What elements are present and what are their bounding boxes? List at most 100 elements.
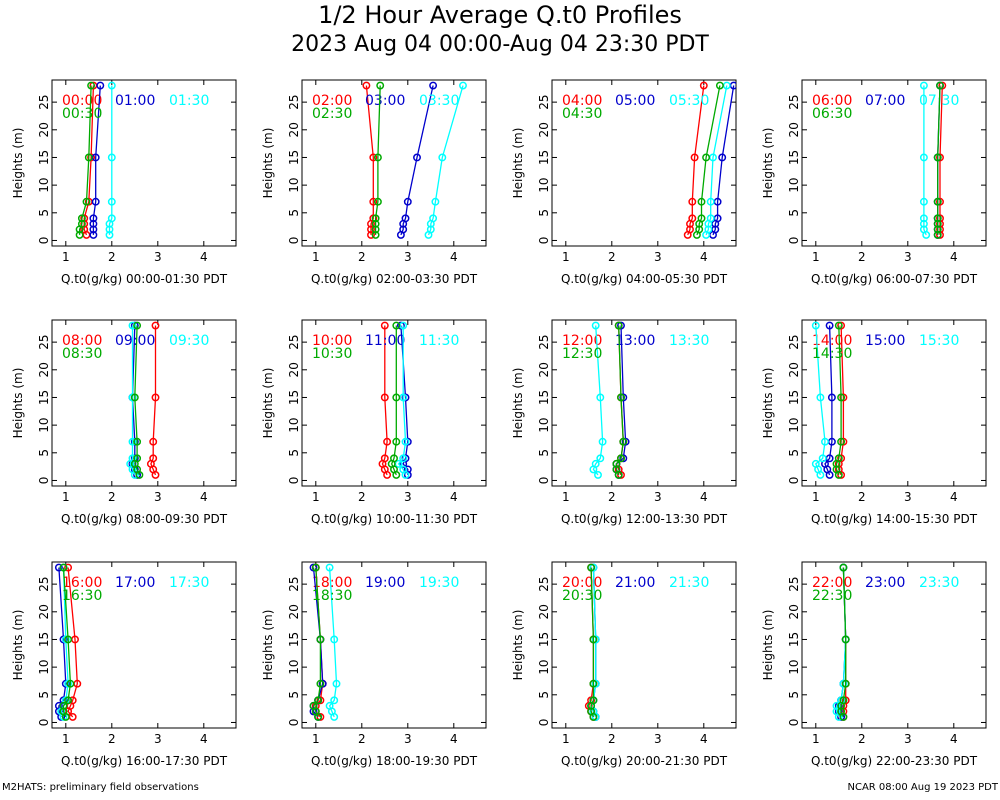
- x-tick-label: 1: [812, 250, 820, 264]
- data-point: [933, 197, 942, 206]
- data-point: [107, 153, 116, 162]
- data-point: [589, 465, 598, 474]
- y-tick-label: 25: [787, 576, 801, 591]
- data-point: [587, 563, 596, 572]
- profile-panel: 1 2 3 4 0 5 10 15 20 25 Q.t0(g/kg) 10:00-11:30 PDT…: [261, 319, 487, 526]
- x-tick-label: 2: [858, 250, 866, 264]
- legend-entry: 11:30: [419, 333, 459, 349]
- y-tick-label: 20: [787, 604, 801, 619]
- data-point: [107, 197, 116, 206]
- series-line: [705, 85, 728, 236]
- series-line: [83, 85, 95, 236]
- y-tick-label: 25: [787, 334, 801, 349]
- data-point: [832, 701, 841, 710]
- data-point: [431, 197, 440, 206]
- plot-frame: [801, 79, 987, 247]
- legend-entry: 04:30: [562, 106, 602, 122]
- profile-panel: 1 2 3 4 0 5 10 15 20 25 Q.t0(g/kg) 02:00-03:30 PDT…: [261, 79, 487, 286]
- x-tick-label: 2: [858, 490, 866, 504]
- series-line: [840, 567, 847, 718]
- legend-entry: 06:30: [812, 106, 852, 122]
- series-line: [129, 325, 136, 476]
- data-point: [376, 81, 385, 90]
- legend-entry: 06:00: [812, 93, 852, 109]
- data-point: [89, 214, 98, 223]
- x-axis-label: Q.t0(g/kg) 02:00-03:30 PDT: [311, 272, 478, 286]
- y-tick-label: 20: [37, 604, 51, 619]
- data-point: [325, 563, 334, 572]
- data-point: [715, 81, 724, 90]
- y-tick-label: 5: [37, 209, 51, 217]
- x-tick-label: 4: [700, 490, 708, 504]
- x-tick-label: 2: [608, 490, 616, 504]
- y-tick-label: 15: [787, 632, 801, 647]
- data-point: [64, 696, 73, 705]
- legend-entry: 12:00: [562, 333, 602, 349]
- y-tick-label: 15: [537, 150, 551, 165]
- y-tick-label: 15: [787, 150, 801, 165]
- series-line: [939, 85, 943, 235]
- x-axis-label: Q.t0(g/kg) 22:00-23:30 PDT: [811, 754, 978, 768]
- y-tick-label: 5: [287, 691, 301, 699]
- data-point: [399, 219, 408, 228]
- y-tick-label: 25: [37, 334, 51, 349]
- y-tick-label: 20: [787, 122, 801, 137]
- legend-entry: 19:00: [365, 575, 405, 591]
- legend-entry: 23:00: [865, 575, 905, 591]
- y-tick-label: 20: [287, 604, 301, 619]
- data-point: [683, 230, 692, 239]
- series-line: [60, 567, 69, 718]
- y-tick-label: 15: [37, 150, 51, 165]
- x-tick-label: 2: [108, 490, 116, 504]
- data-point: [919, 219, 928, 228]
- y-tick-label: 25: [287, 94, 301, 109]
- x-tick-label: 2: [858, 732, 866, 746]
- series-line: [62, 567, 72, 718]
- y-tick-label: 5: [287, 209, 301, 217]
- data-point: [702, 230, 711, 239]
- x-tick-label: 4: [200, 732, 208, 746]
- y-axis-label: Heights (m): [261, 610, 275, 681]
- data-point: [401, 470, 410, 479]
- y-tick-label: 10: [787, 417, 801, 432]
- data-point: [151, 393, 160, 402]
- series-line: [400, 85, 434, 236]
- y-tick-label: 20: [37, 122, 51, 137]
- y-tick-label: 0: [287, 477, 301, 485]
- y-tick-label: 10: [37, 417, 51, 432]
- x-tick-label: 3: [654, 732, 662, 746]
- data-point: [371, 230, 380, 239]
- data-point: [128, 321, 137, 330]
- y-tick-label: 5: [787, 449, 801, 457]
- legend-entry: 13:30: [669, 333, 709, 349]
- y-tick-label: 15: [537, 390, 551, 405]
- x-tick-label: 3: [154, 490, 162, 504]
- series-line: [592, 325, 604, 476]
- figure-subtitle: 2023 Aug 04 00:00-Aug 04 23:30 PDT: [291, 32, 709, 57]
- data-point: [105, 225, 114, 234]
- data-point: [612, 459, 621, 468]
- legend-entry: 13:00: [615, 333, 655, 349]
- x-axis-label: Q.t0(g/kg) 04:00-05:30 PDT: [561, 272, 728, 286]
- data-point: [316, 679, 325, 688]
- profile-panel: 1 2 3 4 0 5 10 15 20 25 Q.t0(g/kg) 16:00-17:30 PDT…: [11, 561, 237, 768]
- data-point: [933, 225, 942, 234]
- series-line: [824, 325, 833, 476]
- data-point: [383, 437, 392, 446]
- data-point: [105, 230, 114, 239]
- data-point: [332, 679, 341, 688]
- y-tick-label: 15: [537, 632, 551, 647]
- data-point: [589, 712, 598, 721]
- x-tick-label: 2: [108, 732, 116, 746]
- legend-entry: 23:30: [919, 575, 959, 591]
- legend-entry: 05:30: [669, 93, 709, 109]
- legend-entry: 05:00: [615, 93, 655, 109]
- x-tick-label: 1: [562, 732, 570, 746]
- data-point: [133, 321, 142, 330]
- legend-entry: 10:00: [312, 333, 352, 349]
- x-tick-label: 3: [654, 250, 662, 264]
- profile-panel: 1 2 3 4 0 5 10 15 20 25 Q.t0(g/kg) 20:00-21:30 PDT…: [511, 561, 737, 768]
- y-tick-label: 0: [537, 719, 551, 727]
- data-point: [371, 219, 380, 228]
- data-point: [619, 437, 628, 446]
